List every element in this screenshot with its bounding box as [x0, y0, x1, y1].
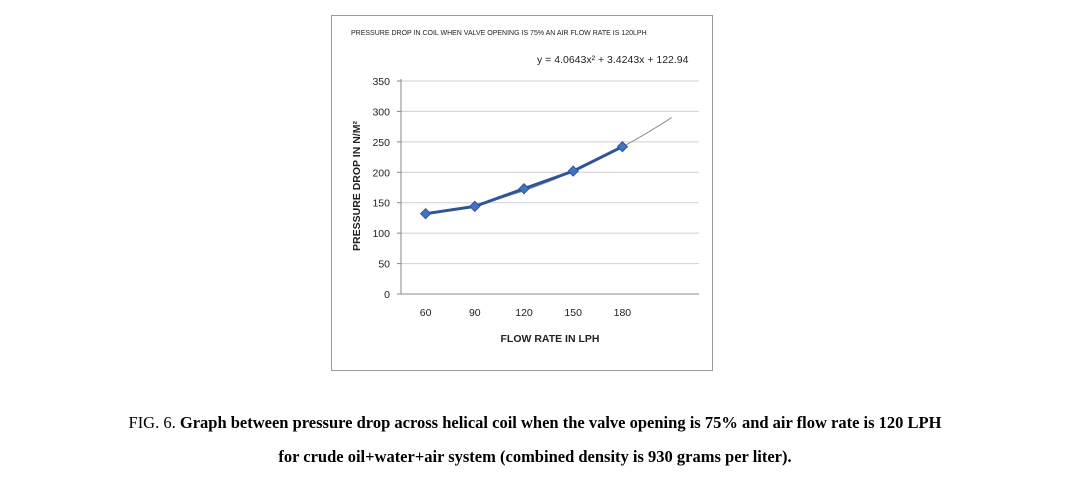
figure-caption-line-1: FIG. 6. Graph between pressure drop acro…	[0, 413, 1070, 433]
caption-text-1: Graph between pressure drop across helic…	[179, 413, 942, 432]
x-tick-label: 180	[614, 307, 632, 319]
data-point-marker	[567, 165, 579, 177]
chart-title: PRESSURE DROP IN COIL WHEN VALVE OPENING…	[351, 30, 647, 37]
y-tick-label: 150	[372, 198, 390, 210]
trendline	[425, 117, 672, 216]
y-tick-label: 100	[372, 228, 390, 240]
y-tick-label: 350	[372, 76, 390, 88]
y-axis-label: PRESSURE DROP IN N/M²	[351, 121, 363, 251]
y-tick-label: 50	[378, 259, 390, 271]
series-layer	[419, 141, 629, 220]
x-tick-label: 60	[420, 307, 432, 319]
series-line	[425, 145, 624, 216]
data-point-marker	[469, 200, 481, 213]
y-tick-label: 250	[372, 137, 390, 149]
data-point-marker	[616, 141, 629, 153]
x-axis-label: FLOW RATE IN LPH	[501, 333, 600, 345]
chart-svg: PRESSURE DROP IN COIL WHEN VALVE OPENING…	[351, 30, 699, 345]
x-tick-label: 90	[469, 307, 481, 319]
trendline-layer	[425, 117, 672, 216]
x-tick-label: 150	[564, 307, 582, 319]
x-tick-label: 120	[515, 307, 533, 319]
xtick-labels: 60 90 120 150 180	[420, 307, 632, 319]
chart-frame: PRESSURE DROP IN COIL WHEN VALVE OPENING…	[331, 15, 713, 371]
figure-number: FIG. 6.	[128, 413, 176, 432]
grid-layer	[397, 80, 699, 295]
data-point-marker	[518, 183, 530, 195]
y-tick-label: 200	[372, 167, 390, 179]
data-point-marker	[419, 207, 432, 220]
figure-caption-line-2: for crude oil+water+air system (combined…	[278, 447, 792, 466]
y-tick-label: 0	[384, 289, 390, 301]
trendline-equation: y = 4.0643x² + 3.4243x + 122.94	[537, 54, 689, 66]
axis-layer	[400, 79, 699, 295]
ytick-labels: 0 50 100 150 200 250 300 350	[372, 76, 390, 301]
y-tick-label: 300	[372, 106, 390, 118]
